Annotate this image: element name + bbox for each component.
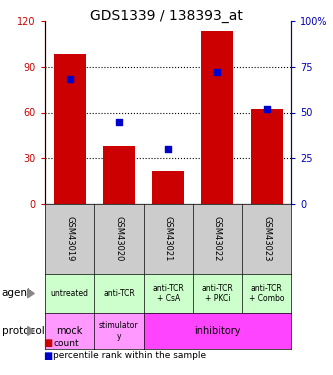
Text: GSM43019: GSM43019	[65, 216, 74, 262]
Text: anti-TCR
+ PKCi: anti-TCR + PKCi	[201, 284, 233, 303]
Text: count: count	[53, 339, 79, 348]
Bar	[201, 32, 233, 204]
Polygon shape	[28, 289, 34, 298]
Text: mock: mock	[56, 326, 83, 336]
Point	[264, 106, 269, 112]
Text: ■: ■	[43, 338, 53, 348]
Point	[215, 69, 220, 75]
Text: GSM43021: GSM43021	[164, 216, 173, 262]
Text: agent: agent	[2, 288, 32, 298]
Text: protocol: protocol	[2, 326, 44, 336]
Point	[116, 118, 122, 124]
Text: anti-TCR
+ CsA: anti-TCR + CsA	[152, 284, 184, 303]
Text: percentile rank within the sample: percentile rank within the sample	[53, 351, 206, 360]
Text: inhibitory: inhibitory	[194, 326, 241, 336]
Text: anti-TCR
+ Combo: anti-TCR + Combo	[249, 284, 284, 303]
Point	[67, 76, 72, 82]
Bar	[152, 171, 184, 204]
Bar	[54, 54, 86, 204]
Text: untreated: untreated	[51, 289, 89, 298]
Bar	[103, 146, 135, 204]
Text: anti-TCR: anti-TCR	[103, 289, 135, 298]
Text: GSM43023: GSM43023	[262, 216, 271, 262]
Text: stimulator
y: stimulator y	[99, 321, 139, 340]
Text: GSM43020: GSM43020	[114, 216, 124, 262]
Text: ■: ■	[43, 351, 53, 360]
Polygon shape	[28, 327, 34, 335]
Point	[166, 146, 171, 152]
Text: GSM43022: GSM43022	[213, 216, 222, 262]
Text: GDS1339 / 138393_at: GDS1339 / 138393_at	[90, 9, 243, 23]
Bar	[251, 110, 283, 204]
